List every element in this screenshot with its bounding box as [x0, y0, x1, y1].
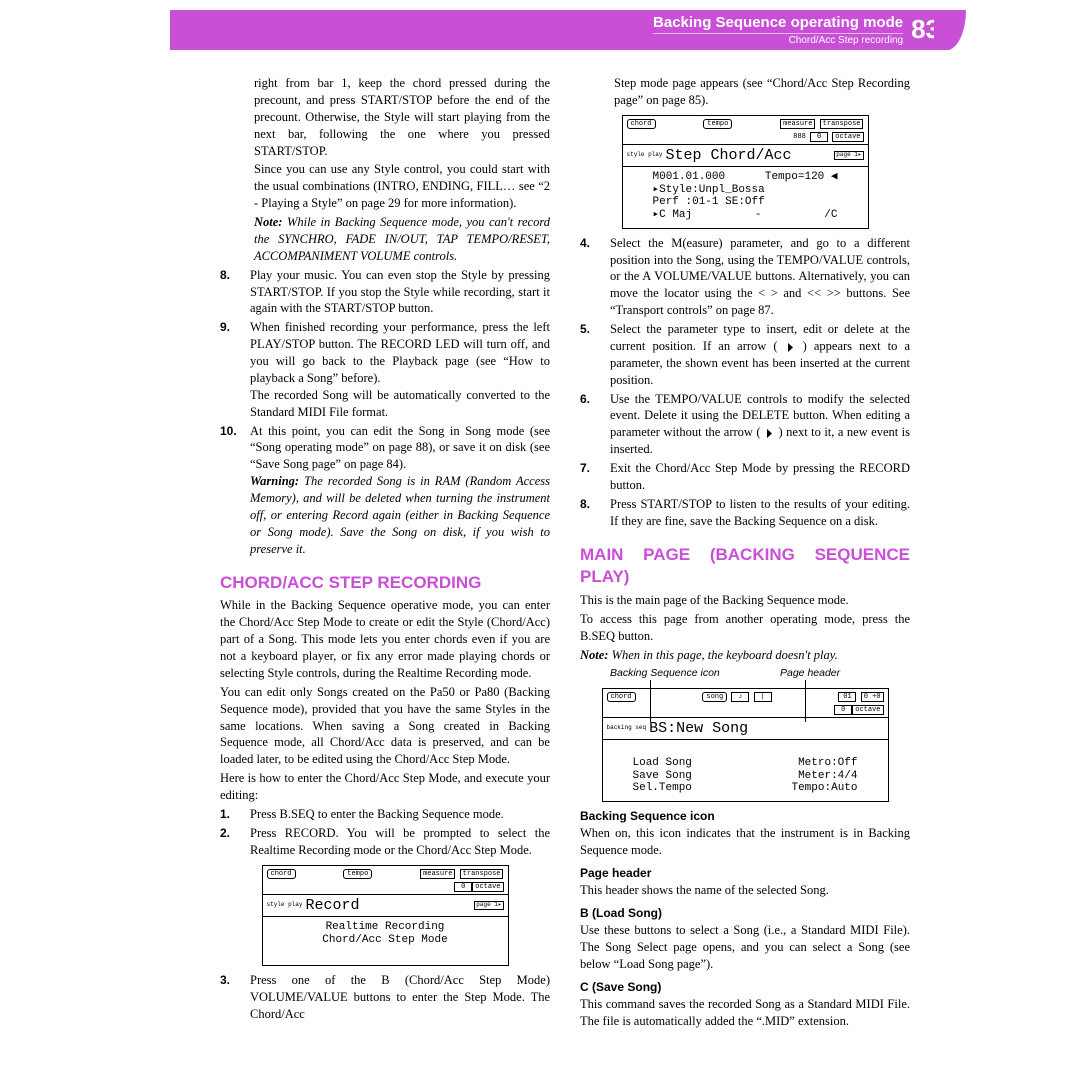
- arrow-right-icon: [764, 428, 775, 439]
- lcd-main-page: chord song ♪ | 01 0 +0 0 octave backing …: [602, 688, 889, 802]
- list-item-text: When finished recording your performance…: [250, 320, 550, 385]
- section-heading: CHORD/ACC STEP RECORDING: [220, 572, 550, 595]
- list-item-text: Exit the Chord/Acc Step Mode by pressing…: [610, 460, 910, 494]
- list-item-text: Press START/STOP to listen to the result…: [610, 496, 910, 530]
- note-text: Note: While in Backing Sequence mode, yo…: [254, 214, 550, 265]
- body-text: This command saves the recorded Song as …: [580, 996, 910, 1030]
- body-text: right from bar 1, keep the chord pressed…: [254, 75, 550, 159]
- body-text: When on, this icon indicates that the in…: [580, 825, 910, 859]
- body-text: To access this page from another operati…: [580, 611, 910, 645]
- list-item-text: Select the M(easure) parameter, and go t…: [610, 235, 910, 319]
- callout-label: Backing Sequence icon: [610, 666, 720, 680]
- list-item-text: Select the parameter type to insert, edi…: [610, 321, 910, 389]
- body-text: Use these buttons to select a Song (i.e.…: [580, 922, 910, 973]
- left-column: right from bar 1, keep the chord pressed…: [220, 75, 550, 1032]
- body-text: Here is how to enter the Chord/Acc Step …: [220, 770, 550, 804]
- page-header: Backing Sequence operating mode Chord/Ac…: [170, 10, 950, 50]
- header-corner: [934, 10, 966, 50]
- callout-label: Page header: [780, 666, 840, 680]
- note-text: Note: When in this page, the keyboard do…: [580, 647, 910, 664]
- body-text: Since you can use any Style control, you…: [254, 161, 550, 212]
- paragraph-heading: Page header: [580, 865, 910, 881]
- body-text: This header shows the name of the select…: [580, 882, 910, 899]
- list-item-text: Press RECORD. You will be prompted to se…: [250, 825, 550, 859]
- list-item-text: Play your music. You can even stop the S…: [250, 267, 550, 318]
- list-item-text: Press B.SEQ to enter the Backing Sequenc…: [250, 806, 550, 823]
- body-text: You can edit only Songs created on the P…: [220, 684, 550, 768]
- callout-line: [805, 680, 806, 722]
- right-column: Step mode page appears (see “Chord/Acc S…: [580, 75, 910, 1032]
- list-item-text: Use the TEMPO/VALUE controls to modify t…: [610, 391, 910, 459]
- body-text: This is the main page of the Backing Seq…: [580, 592, 910, 609]
- lcd-record: chord tempo measure transpose 0 octave s…: [262, 865, 509, 966]
- list-item-text: Press one of the B (Chord/Acc Step Mode)…: [250, 972, 550, 1023]
- header-subtitle: Chord/Acc Step recording: [653, 33, 903, 48]
- paragraph-heading: B (Load Song): [580, 905, 910, 921]
- list-item-text: At this point, you can edit the Song in …: [250, 424, 550, 472]
- lcd-step-chord: chord tempo measure transpose 888 0 octa…: [622, 115, 869, 229]
- paragraph-heading: C (Save Song): [580, 979, 910, 995]
- body-text: While in the Backing Sequence operative …: [220, 597, 550, 681]
- header-title: Backing Sequence operating mode: [653, 13, 903, 33]
- body-text: Step mode page appears (see “Chord/Acc S…: [614, 75, 910, 109]
- arrow-right-icon: [785, 342, 796, 353]
- section-heading: MAIN PAGE (BACKING SEQUENCE PLAY): [580, 544, 910, 590]
- callout-line: [650, 680, 651, 722]
- paragraph-heading: Backing Sequence icon: [580, 808, 910, 824]
